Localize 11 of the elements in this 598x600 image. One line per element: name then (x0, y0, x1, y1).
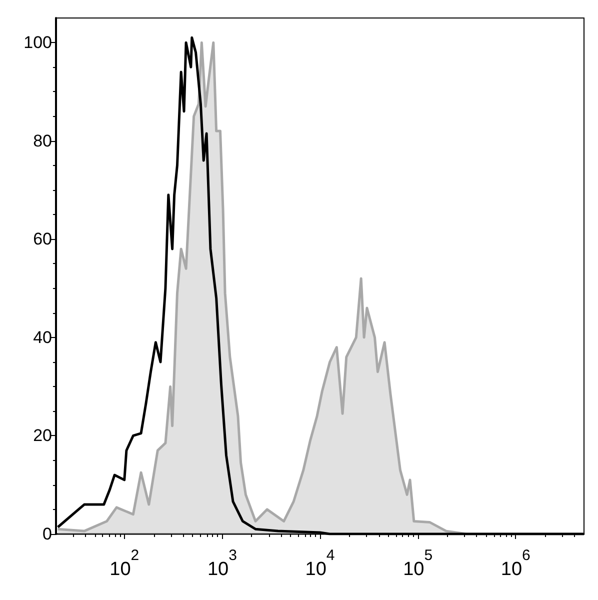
x-tick-label: 104 (305, 547, 335, 580)
y-tick-label: 20 (33, 426, 52, 446)
x-tick-label: 103 (207, 547, 237, 580)
x-tick-label: 102 (110, 547, 140, 580)
x-tick-label: 106 (500, 547, 530, 580)
y-tick-label: 80 (33, 131, 52, 150)
y-tick-label: 40 (33, 328, 52, 347)
y-tick-label: 0 (42, 524, 52, 544)
y-tick-label: 100 (24, 33, 52, 52)
x-tick-label: 105 (403, 547, 433, 580)
y-tick-label: 60 (33, 230, 52, 249)
